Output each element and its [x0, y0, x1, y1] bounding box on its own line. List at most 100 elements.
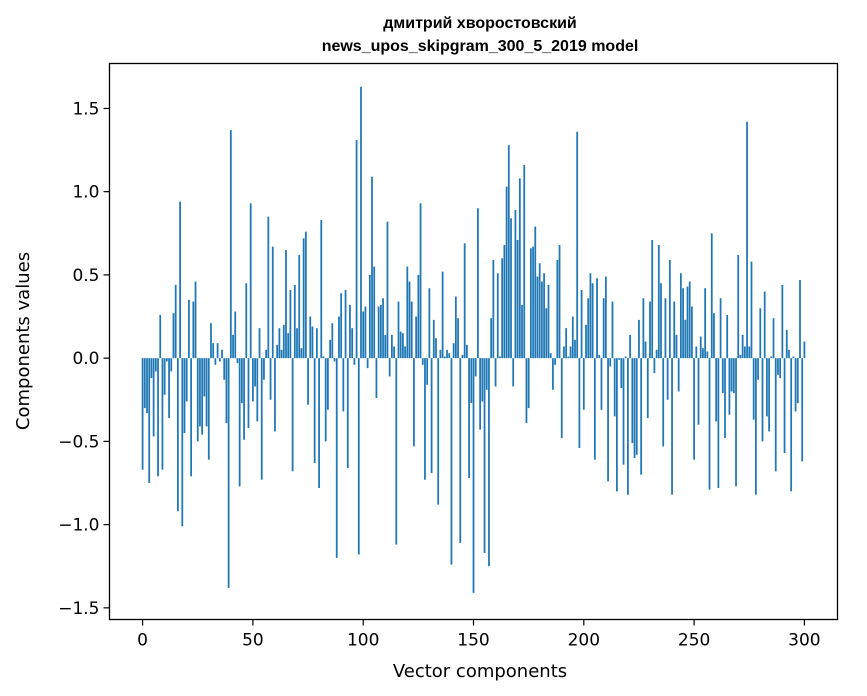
bar: [227, 358, 230, 588]
bar: [192, 301, 195, 359]
bar: [161, 358, 164, 470]
bar: [404, 346, 406, 359]
bar: [172, 313, 175, 359]
bar: [688, 281, 691, 359]
bar: [368, 274, 371, 359]
x-tick-label: 100: [347, 631, 379, 651]
bar: [240, 358, 243, 404]
bar: [324, 358, 327, 442]
bar: [759, 308, 762, 359]
bar: [289, 289, 292, 359]
bar: [362, 311, 365, 359]
bar: [346, 358, 349, 469]
bar: [657, 244, 660, 359]
bar: [302, 238, 305, 359]
bar: [582, 358, 585, 410]
bar: [521, 304, 523, 359]
bar: [311, 326, 314, 359]
bar: [439, 349, 442, 359]
bar: [788, 349, 790, 359]
bar: [748, 346, 751, 359]
bar: [415, 316, 418, 359]
x-axis-ticks: 0 50 100 150 200 250 300: [137, 619, 821, 651]
x-tick-label: 50: [242, 631, 264, 651]
bar: [188, 299, 190, 359]
bar: [514, 209, 517, 359]
bar: [309, 316, 312, 359]
bar: [743, 346, 746, 359]
bar: [611, 301, 614, 359]
bar: [159, 314, 162, 359]
bar: [629, 334, 632, 359]
bar: [293, 284, 296, 359]
bar: [399, 331, 402, 359]
bar: [785, 329, 788, 359]
bar: [463, 243, 466, 359]
bar: [258, 328, 261, 359]
bar: [437, 358, 440, 505]
bar: [413, 358, 415, 447]
bar: [185, 358, 188, 402]
bar: [426, 358, 429, 385]
bar: [331, 323, 334, 359]
bar: [499, 356, 501, 359]
bar: [777, 358, 779, 375]
bar: [646, 358, 649, 419]
bar: [587, 298, 590, 359]
bar: [754, 358, 757, 495]
bar: [638, 319, 640, 359]
bar: [238, 358, 241, 487]
bar: [465, 344, 468, 359]
bar: [457, 318, 459, 359]
bar: [803, 341, 806, 359]
bar: [741, 334, 744, 359]
bar: [635, 358, 638, 455]
bar: [375, 358, 378, 399]
bar: [768, 358, 770, 432]
bar: [790, 358, 793, 492]
bar: [547, 284, 550, 359]
bar: [446, 349, 448, 359]
bar: [512, 358, 515, 387]
bar: [693, 358, 695, 460]
bar: [580, 289, 583, 359]
bar: [296, 328, 298, 359]
bar: [781, 284, 784, 359]
bar: [300, 348, 303, 359]
bar: [276, 344, 279, 359]
bar: [285, 249, 287, 359]
bar: [675, 334, 678, 359]
bar: [441, 271, 444, 359]
bar: [271, 246, 274, 359]
bar: [148, 358, 151, 483]
bar: [549, 353, 552, 359]
bar: [335, 358, 338, 558]
bar: [752, 358, 755, 420]
bar: [419, 203, 422, 359]
bar: [141, 358, 144, 470]
bar: [507, 145, 510, 359]
bar: [545, 308, 548, 359]
bar: [313, 358, 316, 464]
bar: [774, 358, 777, 472]
bar: [278, 328, 281, 359]
bar: [174, 284, 177, 359]
bar: [424, 358, 426, 480]
bar: [655, 349, 658, 359]
bar: [631, 358, 634, 444]
y-tick-label: −0.5: [58, 432, 99, 452]
bar: [578, 358, 581, 449]
bar: [642, 298, 645, 359]
bar: [199, 358, 201, 427]
bar: [541, 281, 543, 359]
bar: [406, 266, 409, 359]
chart-title-line1: дмитрий хворостовский: [383, 15, 577, 32]
bar: [254, 358, 256, 387]
bar: [569, 346, 572, 359]
bar: [304, 231, 307, 359]
bar: [291, 358, 294, 472]
bar: [799, 279, 801, 359]
bar: [556, 259, 559, 359]
bar: [450, 358, 453, 565]
bar: [163, 358, 166, 395]
